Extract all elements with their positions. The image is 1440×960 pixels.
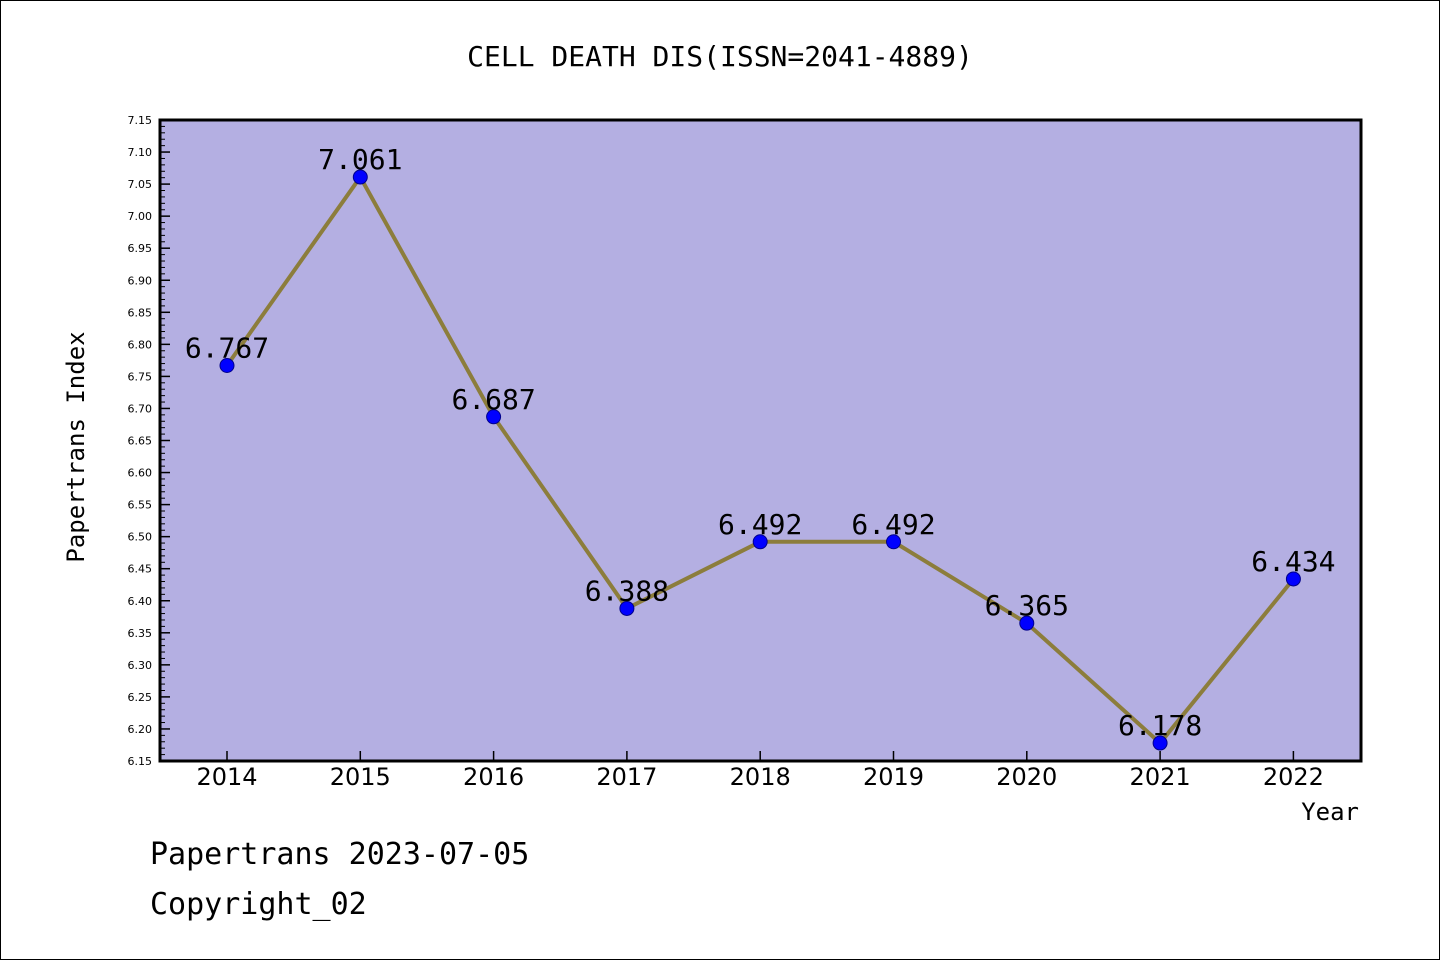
series-layer: 6.767 7.061 6.687 6.388 6.492 6.492 6.365 6.178… [185, 143, 1336, 751]
footer-copyright: Copyright_02 [150, 887, 367, 922]
data-label: 7.061 [318, 143, 402, 176]
footer-credit: Papertrans 2023-07-05 [150, 837, 529, 872]
x-tick-label: 2022 [1263, 763, 1324, 791]
y-tick-label: 7.05 [128, 178, 153, 191]
data-point [486, 409, 502, 425]
x-tick-label: 2016 [463, 763, 524, 791]
y-tick-label: 6.70 [128, 402, 153, 415]
y-axis-ticks: 6.15 6.20 6.25 6.30 6.35 6.40 6.45 6.50 6.55 6.60… [128, 114, 170, 768]
data-label: 6.365 [985, 589, 1069, 622]
x-tick-label: 2019 [863, 763, 924, 791]
y-tick-label: 6.90 [128, 274, 153, 287]
y-tick-label: 6.85 [128, 306, 153, 319]
x-axis-ticks: 2014 2015 2016 2017 2018 2019 2020 2021 2022 [196, 751, 1324, 791]
y-tick-label: 6.95 [128, 242, 153, 255]
x-tick-label: 2021 [1130, 763, 1191, 791]
y-tick-label: 6.45 [128, 563, 153, 576]
y-tick-label: 6.80 [128, 338, 153, 351]
data-label: 6.687 [451, 383, 535, 416]
data-point [619, 600, 635, 616]
data-label: 6.767 [185, 332, 269, 365]
y-tick-label: 6.35 [128, 627, 153, 640]
y-tick-label: 6.65 [128, 435, 153, 448]
y-tick-label: 7.10 [128, 146, 153, 159]
data-point [1285, 571, 1301, 587]
data-point [352, 169, 368, 185]
y-tick-label: 6.50 [128, 531, 153, 544]
data-label: 6.492 [718, 508, 802, 541]
x-tick-label: 2017 [596, 763, 657, 791]
y-tick-label: 6.40 [128, 595, 153, 608]
data-label: 6.434 [1251, 545, 1335, 578]
data-point [1019, 615, 1035, 631]
x-tick-label: 2015 [330, 763, 391, 791]
data-label: 6.178 [1118, 709, 1202, 742]
data-label: 6.388 [585, 574, 669, 607]
y-tick-label: 6.60 [128, 467, 153, 480]
data-point [219, 358, 235, 374]
y-tick-label: 6.75 [128, 370, 153, 383]
x-tick-label: 2018 [730, 763, 791, 791]
data-point [752, 534, 768, 550]
y-tick-label: 6.30 [128, 659, 153, 672]
x-tick-label: 2020 [996, 763, 1057, 791]
y-axis-label: Papertrans Index [62, 331, 90, 562]
y-tick-label: 6.25 [128, 691, 153, 704]
plot-area [158, 118, 1363, 763]
data-point [1152, 735, 1168, 751]
x-axis-label: Year [1301, 798, 1359, 826]
x-tick-label: 2014 [196, 763, 257, 791]
chart-title: CELL DEATH DIS(ISSN=2041-4889) [467, 40, 973, 73]
data-point [886, 534, 901, 550]
y-tick-label: 6.20 [128, 723, 153, 736]
y-tick-label: 7.00 [128, 210, 153, 223]
y-tick-label: 6.15 [128, 755, 153, 768]
y-tick-label: 6.55 [128, 499, 153, 512]
y-tick-label: 7.15 [128, 114, 153, 127]
data-label: 6.492 [851, 508, 935, 541]
